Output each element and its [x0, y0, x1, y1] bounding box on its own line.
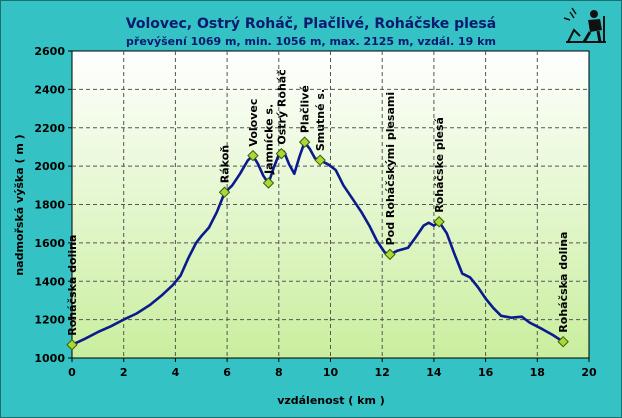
- y-tick-label: 1000: [34, 352, 65, 365]
- waypoint-marker: [384, 248, 396, 261]
- ticks-layer: 0 2 4 6 8 10 12 14 16 18 20 1000 1200 1400 1600 1800 200…: [34, 45, 597, 379]
- waypoint-marker: [298, 136, 311, 148]
- waypoint-label: Jamnícke s.: [262, 104, 275, 175]
- waypoint-marker: [275, 147, 288, 160]
- x-tick-label: 20: [581, 366, 597, 379]
- waypoint-label: Smutné s.: [314, 89, 327, 151]
- elevation-profile-line: [71, 140, 564, 346]
- chart-subtitle: převýšení 1069 m, min. 1056 m, max. 2125…: [126, 35, 496, 48]
- x-tick-label: 4: [172, 366, 180, 379]
- x-tick-label: 14: [426, 366, 442, 379]
- x-tick-label: 12: [375, 366, 390, 379]
- waypoint-marker: [66, 339, 78, 351]
- waypoint-marker: [557, 335, 569, 348]
- y-tick-label: 2200: [34, 122, 65, 135]
- profile-layer: [71, 140, 564, 346]
- y-tick-label: 2000: [34, 160, 65, 173]
- waypoint-label: Pod Roháčskými plesami: [384, 92, 397, 246]
- waypoint-label: Roháčske plesá: [433, 117, 446, 213]
- gridlines: [72, 51, 589, 358]
- y-tick-label: 1600: [34, 237, 65, 250]
- y-axis-label: nadmořská výška ( m ): [13, 134, 26, 275]
- x-tick-label: 10: [323, 366, 339, 379]
- x-tick-label: 16: [478, 366, 494, 379]
- x-axis-label: vzdálenost ( km ): [277, 394, 385, 407]
- x-tick-label: 18: [530, 366, 545, 379]
- waypoint-marker: [218, 186, 231, 198]
- waypoint-label: Roháčska dolina: [66, 235, 79, 336]
- y-tick-label: 1800: [34, 199, 65, 212]
- waypoint-marker: [433, 216, 445, 228]
- x-tick-label: 0: [68, 366, 76, 379]
- waypoint-label: Plačlivé: [299, 85, 312, 133]
- y-tick-label: 1200: [34, 314, 65, 327]
- waypoint-marker: [262, 177, 275, 189]
- x-tick-label: 2: [120, 366, 128, 379]
- waypoint-label: Roháčska dolina: [557, 232, 570, 333]
- waypoint-label: Volovec: [247, 99, 260, 147]
- waypoint-marker: [314, 154, 326, 166]
- waypoint-marker: [247, 149, 259, 162]
- hiker-logo-icon: [560, 6, 612, 46]
- waypoint-label: Ostrý Roháč: [275, 69, 288, 144]
- x-tick-label: 6: [223, 366, 231, 379]
- waypoint-layer: Roháčska dolina Rákoň Volovec Jamnícke s. Os…: [66, 69, 570, 351]
- chart-title: Volovec, Ostrý Roháč, Plačlivé, Roháčske…: [126, 16, 496, 32]
- waypoint-label: Rákoň: [219, 145, 232, 183]
- x-tick-label: 8: [275, 366, 283, 379]
- y-tick-label: 2600: [34, 45, 65, 58]
- y-tick-label: 1400: [34, 275, 65, 288]
- y-tick-label: 2400: [34, 83, 65, 96]
